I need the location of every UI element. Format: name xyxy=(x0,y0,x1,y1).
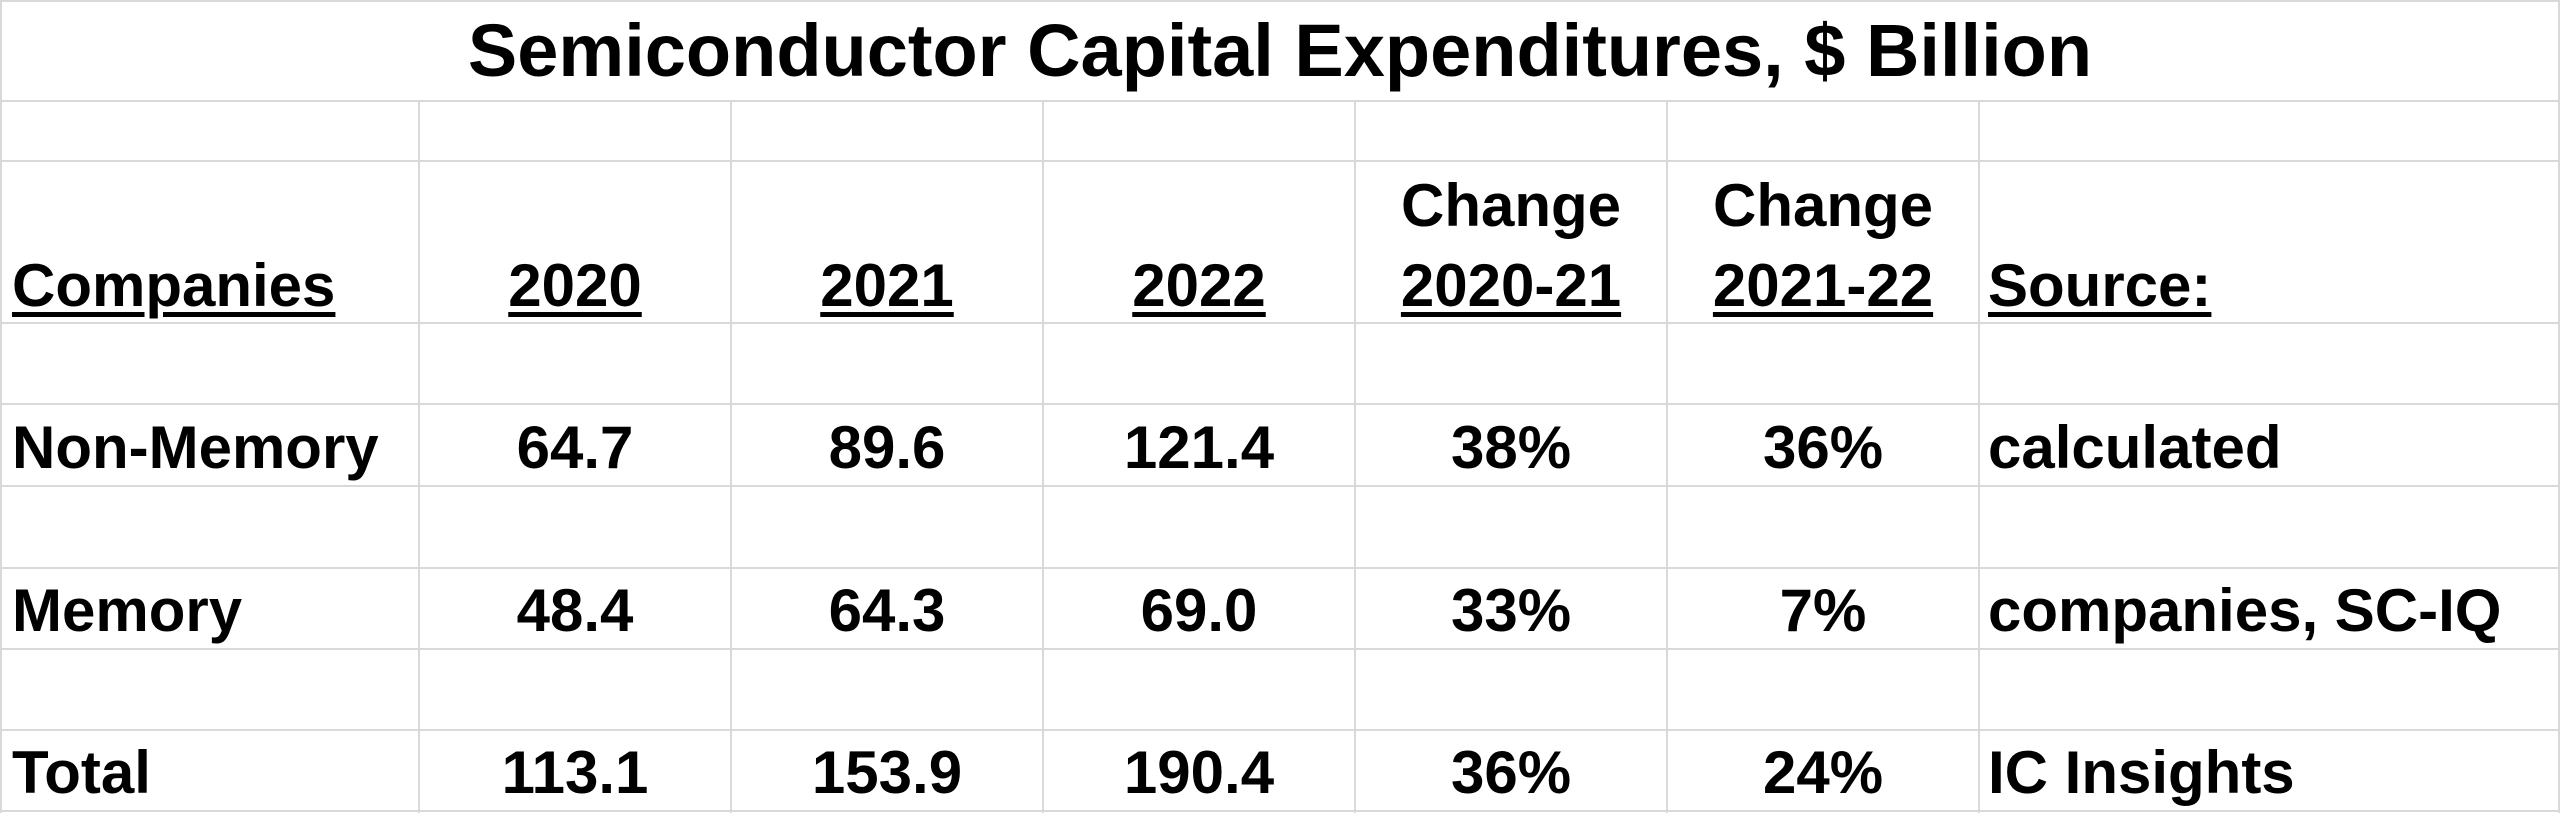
cell-value: 64.7 xyxy=(516,414,634,481)
grid-line xyxy=(2558,0,2560,813)
header-source: Source: xyxy=(1988,252,2212,319)
grid-line xyxy=(0,160,2560,162)
grid-line xyxy=(0,567,2560,569)
cell-change: 38% xyxy=(1450,414,1572,481)
row-label: Non-Memory xyxy=(12,414,379,481)
cell-change: 36% xyxy=(1762,414,1884,481)
grid-line xyxy=(0,0,2,813)
grid-line xyxy=(418,100,420,813)
grid-line xyxy=(1666,100,1668,813)
grid-line xyxy=(0,100,2560,102)
cell-change: 36% xyxy=(1450,739,1572,806)
grid-line xyxy=(1978,100,1980,813)
grid-line xyxy=(0,322,2560,324)
header-change-2021-22-bottom: 2021-22 xyxy=(1712,252,1934,319)
cell-change: 24% xyxy=(1762,739,1884,806)
header-change-2020-21-top: Change xyxy=(1400,172,1622,239)
grid-line xyxy=(0,0,2560,2)
cell-value: 48.4 xyxy=(516,577,634,644)
grid-line xyxy=(0,648,2560,650)
grid-line xyxy=(1354,100,1356,813)
cell-source: IC Insights xyxy=(1988,739,2295,806)
grid-line xyxy=(1042,100,1044,813)
cell-value: 69.0 xyxy=(1140,577,1258,644)
header-2020: 2020 xyxy=(508,252,642,319)
cell-change: 33% xyxy=(1450,577,1572,644)
cell-value: 190.4 xyxy=(1123,739,1275,806)
header-companies: Companies xyxy=(12,252,336,319)
cell-source: calculated xyxy=(1988,414,2282,481)
cell-source: companies, SC-IQ xyxy=(1988,577,2502,644)
row-label: Memory xyxy=(12,577,243,644)
grid-line xyxy=(730,100,732,813)
cell-change: 7% xyxy=(1779,577,1867,644)
cell-value: 121.4 xyxy=(1123,414,1275,481)
grid-line xyxy=(0,729,2560,731)
cell-value: 113.1 xyxy=(501,739,649,806)
cell-value: 153.9 xyxy=(811,739,963,806)
cell-value: 89.6 xyxy=(828,414,946,481)
header-change-2021-22-top: Change xyxy=(1712,172,1934,239)
header-change-2020-21-bottom: 2020-21 xyxy=(1400,252,1622,319)
header-2021: 2021 xyxy=(820,252,954,319)
grid-line xyxy=(0,403,2560,405)
table-title: Semiconductor Capital Expenditures, $ Bi… xyxy=(467,9,2093,92)
cell-value: 64.3 xyxy=(828,577,946,644)
header-2022: 2022 xyxy=(1132,252,1266,319)
row-label: Total xyxy=(12,739,151,806)
grid-line xyxy=(0,810,2560,812)
grid-line xyxy=(0,485,2560,487)
